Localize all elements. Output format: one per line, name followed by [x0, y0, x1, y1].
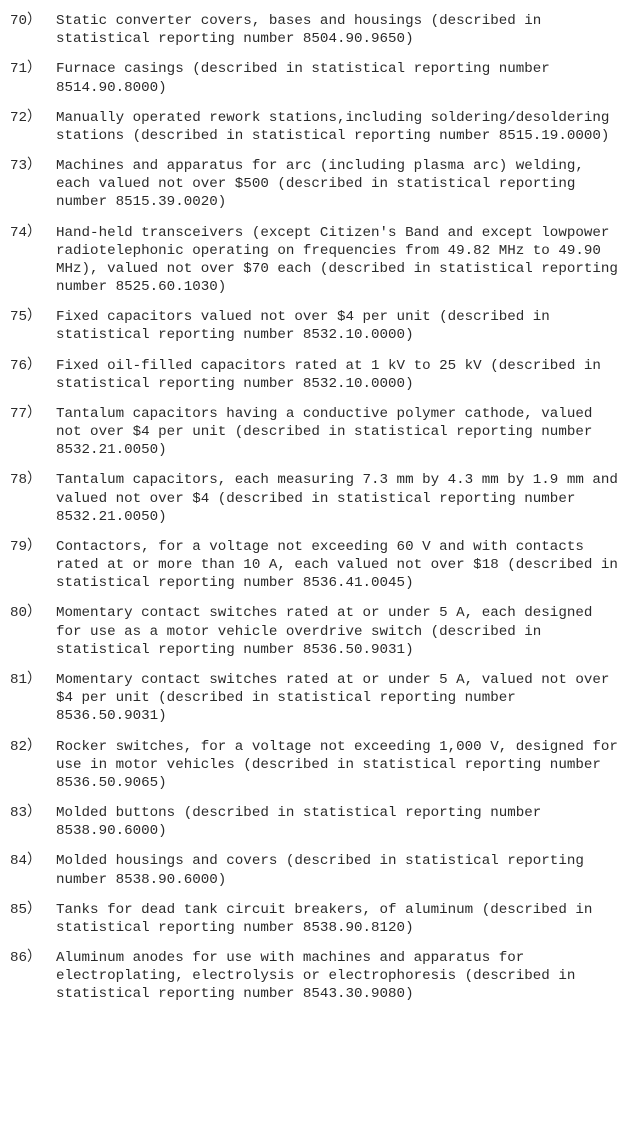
item-description: Rocker switches, for a voltage not excee… [56, 738, 630, 793]
list-item: 74）Hand-held transceivers (except Citize… [10, 224, 630, 297]
list-item: 71）Furnace casings (described in statist… [10, 60, 630, 96]
item-description: Manually operated rework stations,includ… [56, 109, 630, 145]
item-number: 85） [10, 901, 56, 919]
item-description: Aluminum anodes for use with machines an… [56, 949, 630, 1004]
list-item: 82）Rocker switches, for a voltage not ex… [10, 738, 630, 793]
item-description: Contactors, for a voltage not exceeding … [56, 538, 630, 593]
item-number: 82） [10, 738, 56, 756]
item-number: 86） [10, 949, 56, 967]
item-number: 83） [10, 804, 56, 822]
item-description: Hand-held transceivers (except Citizen's… [56, 224, 630, 297]
item-description: Furnace casings (described in statistica… [56, 60, 630, 96]
item-number: 81） [10, 671, 56, 689]
item-description: Static converter covers, bases and housi… [56, 12, 630, 48]
list-item: 81）Momentary contact switches rated at o… [10, 671, 630, 726]
item-number: 70） [10, 12, 56, 30]
list-item: 85）Tanks for dead tank circuit breakers,… [10, 901, 630, 937]
list-item: 70）Static converter covers, bases and ho… [10, 12, 630, 48]
item-number: 77） [10, 405, 56, 423]
item-description: Momentary contact switches rated at or u… [56, 671, 630, 726]
item-number: 76） [10, 357, 56, 375]
list-item: 72）Manually operated rework stations,inc… [10, 109, 630, 145]
list-item: 79）Contactors, for a voltage not exceedi… [10, 538, 630, 593]
list-item: 77）Tantalum capacitors having a conducti… [10, 405, 630, 460]
item-number: 79） [10, 538, 56, 556]
item-description: Molded housings and covers (described in… [56, 852, 630, 888]
item-number: 75） [10, 308, 56, 326]
numbered-list: 70）Static converter covers, bases and ho… [10, 12, 630, 1004]
item-description: Fixed oil-filled capacitors rated at 1 k… [56, 357, 630, 393]
item-description: Momentary contact switches rated at or u… [56, 604, 630, 659]
item-number: 72） [10, 109, 56, 127]
list-item: 73）Machines and apparatus for arc (inclu… [10, 157, 630, 212]
item-number: 74） [10, 224, 56, 242]
item-description: Tanks for dead tank circuit breakers, of… [56, 901, 630, 937]
list-item: 86）Aluminum anodes for use with machines… [10, 949, 630, 1004]
item-description: Machines and apparatus for arc (includin… [56, 157, 630, 212]
item-description: Tantalum capacitors, each measuring 7.3 … [56, 471, 630, 526]
item-description: Molded buttons (described in statistical… [56, 804, 630, 840]
item-number: 80） [10, 604, 56, 622]
item-number: 73） [10, 157, 56, 175]
list-item: 75）Fixed capacitors valued not over $4 p… [10, 308, 630, 344]
item-number: 84） [10, 852, 56, 870]
list-item: 84）Molded housings and covers (described… [10, 852, 630, 888]
item-number: 78） [10, 471, 56, 489]
list-item: 76）Fixed oil-filled capacitors rated at … [10, 357, 630, 393]
item-description: Tantalum capacitors having a conductive … [56, 405, 630, 460]
item-description: Fixed capacitors valued not over $4 per … [56, 308, 630, 344]
list-item: 83）Molded buttons (described in statisti… [10, 804, 630, 840]
list-item: 80）Momentary contact switches rated at o… [10, 604, 630, 659]
item-number: 71） [10, 60, 56, 78]
list-item: 78）Tantalum capacitors, each measuring 7… [10, 471, 630, 526]
